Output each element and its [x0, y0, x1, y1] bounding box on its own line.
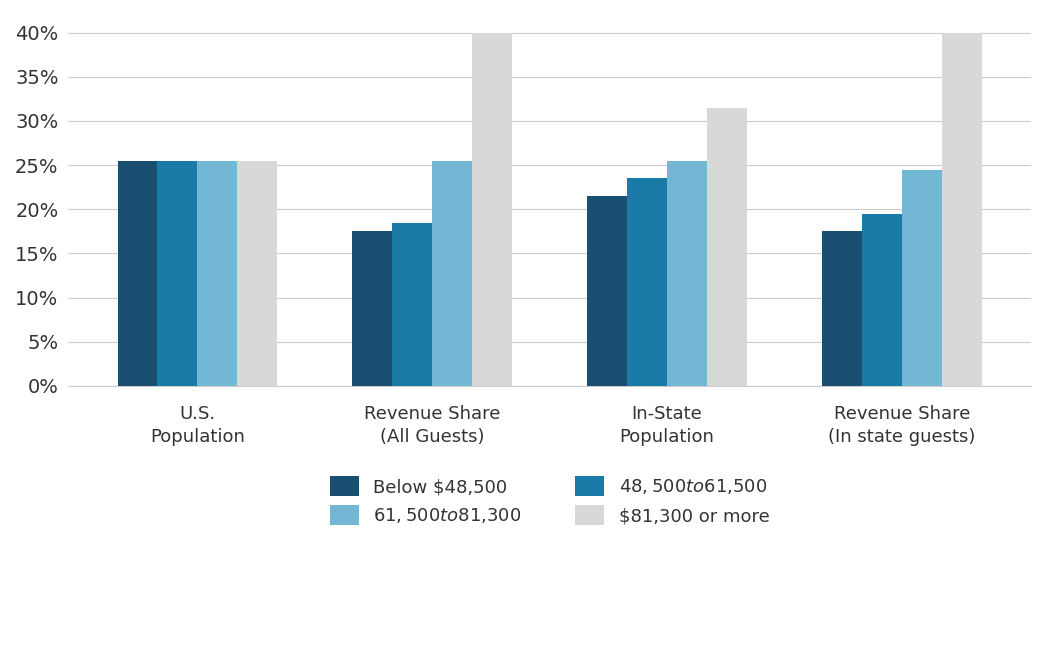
Bar: [862, 214, 902, 386]
Bar: [198, 161, 237, 386]
Bar: [392, 223, 432, 386]
Bar: [707, 108, 747, 386]
Bar: [432, 161, 472, 386]
Bar: [158, 161, 198, 386]
Bar: [667, 161, 707, 386]
Bar: [472, 32, 513, 386]
Bar: [628, 178, 667, 386]
Legend: Below $48,500, $61,500 to $81,300, $48,500 to $61,500, $81,300 or more: Below $48,500, $61,500 to $81,300, $48,5…: [322, 469, 777, 533]
Bar: [117, 161, 158, 386]
Bar: [941, 32, 982, 386]
Bar: [587, 196, 628, 386]
Bar: [237, 161, 277, 386]
Bar: [902, 170, 941, 386]
Bar: [822, 231, 862, 386]
Bar: [353, 231, 392, 386]
